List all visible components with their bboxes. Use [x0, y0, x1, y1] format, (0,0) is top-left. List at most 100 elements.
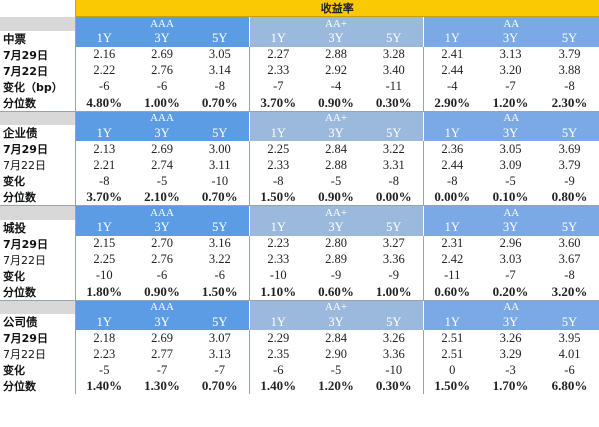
- table-cell: 2.74: [151, 157, 173, 172]
- table-cell: 2.76: [151, 252, 173, 266]
- table-cell: -6: [156, 268, 168, 282]
- tenor-header-row: 城投 1Y 3Y 5Y 1Y 3Y 5Y 1Y 3Y 5Y: [0, 219, 599, 236]
- table-cell: -7: [505, 79, 516, 93]
- table-row: 7月22日 2.22 2.76 3.14 2.33 2.92 3.40 2.44 3.20 3.8…: [0, 62, 599, 79]
- group-header-row: AAA AA+ AA: [0, 16, 599, 31]
- tenor-label: 5Y: [191, 30, 249, 47]
- table-cell: 3.13: [499, 47, 522, 61]
- table-cell: 2.23: [267, 236, 290, 250]
- row-label: 变化: [0, 267, 76, 284]
- table-cell: 3.22: [191, 251, 250, 268]
- table-cell: -10: [365, 362, 424, 378]
- table-cell: 2.30%: [551, 94, 588, 110]
- table-cell: -10: [191, 173, 250, 189]
- table-cell: 2.27: [267, 47, 290, 61]
- table-cell: 1.10%: [260, 283, 297, 299]
- tenor-label: 1Y: [75, 125, 133, 141]
- tenor-label: 3Y: [307, 30, 365, 47]
- table-cell: -8: [273, 173, 284, 188]
- table-cell: 3.60: [558, 236, 581, 250]
- table-cell: 2.25: [267, 141, 290, 156]
- row-label: 7月29日: [0, 235, 76, 252]
- table-cell: 3.69: [558, 141, 581, 156]
- table-cell: 2.41: [441, 47, 464, 61]
- group-name-1: AA+: [248, 205, 423, 220]
- yield-table: 收益率 AAA AA+ AA 中票 1Y 3Y 5Y 1Y 3Y 5Y 1Y 3Y 5Y 7月29日 2.1…: [0, 0, 599, 394]
- row-label: 7月22日: [0, 62, 76, 79]
- table-cell: 2.96: [499, 236, 522, 250]
- table-cell: 1.30%: [144, 378, 180, 393]
- table-row: 7月29日 2.16 2.69 3.05 2.27 2.88 3.28 2.41 3.13 3.7…: [0, 46, 599, 63]
- tenor-label: 1Y: [422, 30, 481, 47]
- table-cell: 0.60%: [434, 283, 471, 299]
- table-cell: 1.70%: [492, 378, 529, 393]
- table-row: 变化（bp） -6 -6 -8 -7 -4 -11 -4 -7 -8: [0, 78, 599, 95]
- table-cell: -5: [156, 173, 168, 188]
- tenor-label: 1Y: [422, 125, 481, 141]
- table-cell: 0.30%: [365, 94, 424, 111]
- table-cell: 3.09: [499, 157, 522, 172]
- table-cell: 2.51: [441, 330, 464, 345]
- table-cell: 0.80%: [551, 189, 588, 204]
- tenor-label: 5Y: [191, 219, 249, 236]
- table-cell: -10: [95, 268, 113, 282]
- table-cell: 2.21: [93, 157, 116, 172]
- table-cell: 3.28: [365, 46, 424, 63]
- table-cell: 3.36: [365, 346, 424, 362]
- tenor-label: 1Y: [422, 314, 481, 330]
- table-cell: 3.36: [365, 251, 424, 268]
- table-cell: 2.35: [267, 346, 290, 361]
- table-cell: 3.29: [499, 346, 522, 361]
- table-cell: 2.33: [267, 63, 290, 77]
- table-cell: 1.00%: [365, 283, 424, 300]
- table-cell: 4.01: [558, 346, 581, 361]
- table-cell: 3.05: [191, 46, 250, 63]
- table-cell: 0.10%: [492, 189, 529, 204]
- table-cell: 2.69: [151, 141, 173, 156]
- table-cell: 3.31: [365, 157, 424, 173]
- table-cell: 2.16: [93, 47, 116, 61]
- table-cell: -6: [99, 79, 110, 93]
- row-label: 7月22日: [0, 251, 76, 268]
- table-row: 分位数 1.40% 1.30% 0.70% 1.40% 1.20% 0.30% 1.50% 1.…: [0, 378, 599, 394]
- tenor-label: 5Y: [540, 219, 599, 236]
- table-cell: 1.80%: [86, 283, 123, 299]
- tenor-label: 3Y: [307, 314, 365, 330]
- table-cell: -7: [191, 362, 250, 378]
- group-header-row: AAA AA+ AA: [0, 299, 599, 314]
- table-cell: 2.44: [441, 63, 464, 77]
- group-name-1: AA+: [248, 299, 423, 314]
- title-row: 收益率: [0, 0, 599, 17]
- table-cell: -7: [505, 268, 516, 282]
- table-cell: 0.60%: [318, 283, 354, 299]
- tenor-header-row: 中票 1Y 3Y 5Y 1Y 3Y 5Y 1Y 3Y 5Y: [0, 30, 599, 47]
- table-row: 变化 -10 -6 -6 -10 -9 -9 -11 -7 -8: [0, 267, 599, 284]
- table-cell: -8: [365, 173, 424, 189]
- table-cell: 3.26: [499, 330, 522, 345]
- table-title: 收益率: [75, 0, 599, 17]
- table-cell: 2.31: [441, 236, 464, 250]
- table-row: 7月22日 2.21 2.74 3.11 2.33 2.88 3.31 2.44 3.09 3.7…: [0, 157, 599, 173]
- table-cell: 2.42: [441, 252, 464, 266]
- table-cell: 2.18: [93, 330, 116, 345]
- table-cell: 2.33: [267, 157, 290, 172]
- tenor-label: 5Y: [365, 30, 423, 47]
- group-name-1: AA+: [248, 16, 423, 31]
- table-cell: 0.30%: [365, 378, 424, 394]
- tenor-label: 5Y: [540, 314, 599, 330]
- tenor-label: 3Y: [481, 30, 540, 47]
- table-cell: 3.95: [558, 330, 581, 345]
- table-cell: 2.36: [441, 141, 464, 156]
- table-cell: 2.80: [325, 236, 347, 250]
- table-cell: 3.26: [365, 330, 424, 346]
- table-cell: 3.79: [558, 157, 581, 172]
- tenor-label: 5Y: [191, 125, 249, 141]
- table-cell: 3.27: [365, 235, 424, 252]
- table-cell: 1.00%: [144, 94, 180, 110]
- table-cell: 0.00%: [434, 189, 471, 204]
- section-name: 公司债: [0, 314, 76, 330]
- section-name: 中票: [0, 30, 76, 47]
- table-cell: 3.88: [558, 63, 581, 77]
- table-cell: 2.33: [267, 252, 290, 266]
- table-cell: 0.00%: [365, 189, 424, 206]
